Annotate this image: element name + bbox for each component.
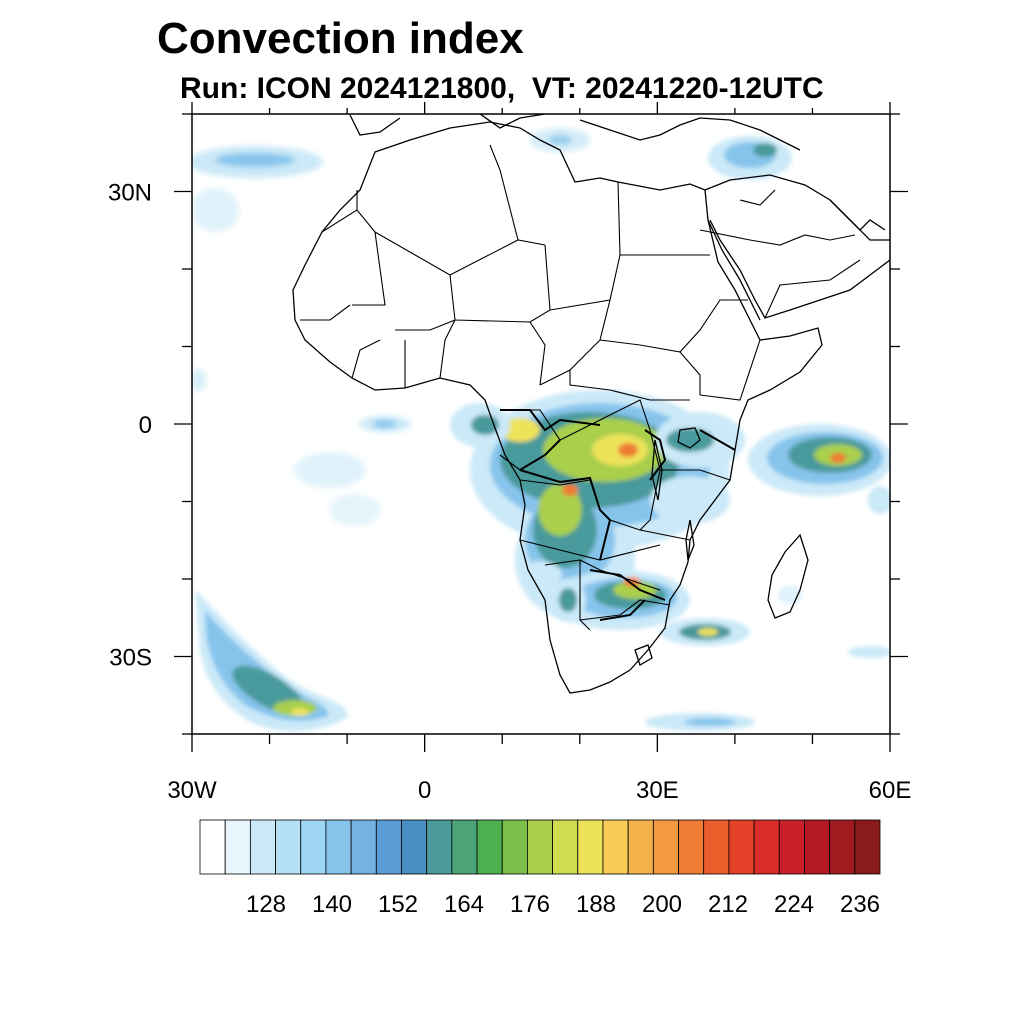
colorbar-label: 128 — [246, 891, 286, 918]
colorbar-swatch — [728, 819, 755, 875]
axis-ticks — [174, 102, 908, 752]
lon-label: 60E — [869, 777, 912, 804]
arabia-coast — [704, 174, 890, 319]
lat-label: 0 — [139, 412, 152, 439]
axis-tick-labels: 30N 0 30S 30W 0 30E 60E — [108, 180, 911, 805]
colorbar-swatch — [627, 819, 654, 875]
lake-victoria — [677, 427, 701, 449]
lat-label: 30S — [109, 645, 152, 672]
field-southern-africa — [550, 570, 890, 658]
lesotho-border — [634, 644, 653, 666]
colorbar-swatch — [527, 819, 553, 875]
colorbar-swatch — [552, 819, 579, 875]
red-sea-coast — [707, 219, 761, 321]
chart-subtitle: Run: ICON 2024121800, VT: 20241220-12UTC — [180, 72, 824, 105]
lake-malawi — [685, 519, 695, 561]
colorbar-swatch — [275, 819, 302, 875]
colorbar-swatch — [854, 819, 881, 875]
colorbar-swatch — [451, 819, 478, 875]
coastlines — [292, 114, 890, 694]
africa-coast — [292, 121, 823, 694]
lon-label: 30W — [167, 777, 217, 804]
colorbar-swatch — [350, 819, 377, 875]
europe-coast — [349, 114, 801, 151]
colorbar-swatch — [325, 819, 352, 875]
colorbar-swatch — [224, 819, 251, 875]
lat-label: 30N — [108, 180, 152, 207]
lon-label: 0 — [418, 777, 431, 804]
field-gulf-guinea — [192, 368, 411, 526]
field-central-africa — [450, 390, 745, 620]
colorbar-label: 212 — [708, 891, 748, 918]
colorbar-swatch — [401, 819, 428, 875]
highlight-borders — [500, 409, 736, 621]
colorbar-label: 176 — [510, 891, 550, 918]
colorbar-swatch — [577, 819, 604, 875]
colorbar-label: 236 — [840, 891, 880, 918]
chart-title: Convection index — [157, 14, 524, 63]
field-middle-east — [708, 136, 792, 180]
colorbar-swatch — [375, 819, 402, 875]
lake-tanganyika — [651, 439, 663, 501]
colorbar-swatch — [778, 819, 805, 875]
colorbar — [199, 819, 881, 875]
colorbar-swatch — [199, 819, 226, 875]
colorbar-label: 164 — [444, 891, 484, 918]
colorbar-swatch — [829, 819, 856, 875]
colorbar-labels: 128 140 152 164 176 188 200 212 224 236 — [246, 891, 880, 918]
colorbar-label: 224 — [774, 891, 814, 918]
colorbar-swatch — [300, 819, 327, 875]
colorbar-label: 140 — [312, 891, 352, 918]
colorbar-label: 188 — [576, 891, 616, 918]
colorbar-swatch — [804, 819, 831, 875]
colorbar-swatch — [501, 819, 528, 875]
colorbar-label: 200 — [642, 891, 682, 918]
field-north-atlantic — [192, 128, 590, 232]
convection-field — [192, 128, 890, 732]
madagascar-coast — [767, 533, 809, 619]
colorbar-swatch — [426, 819, 453, 875]
colorbar-swatch — [602, 819, 629, 875]
lon-label: 30E — [636, 777, 679, 804]
colorbar-swatch — [476, 819, 503, 875]
field-south-atlantic — [195, 590, 755, 732]
persian-gulf-coast — [829, 199, 886, 231]
colorbar-swatch — [703, 819, 730, 875]
colorbar-swatch — [249, 819, 276, 875]
colorbar-swatch — [753, 819, 780, 875]
field-indian-ocean — [748, 424, 890, 605]
colorbar-swatch — [652, 819, 679, 875]
colorbar-label: 152 — [378, 891, 418, 918]
colorbar-swatch — [678, 819, 705, 875]
